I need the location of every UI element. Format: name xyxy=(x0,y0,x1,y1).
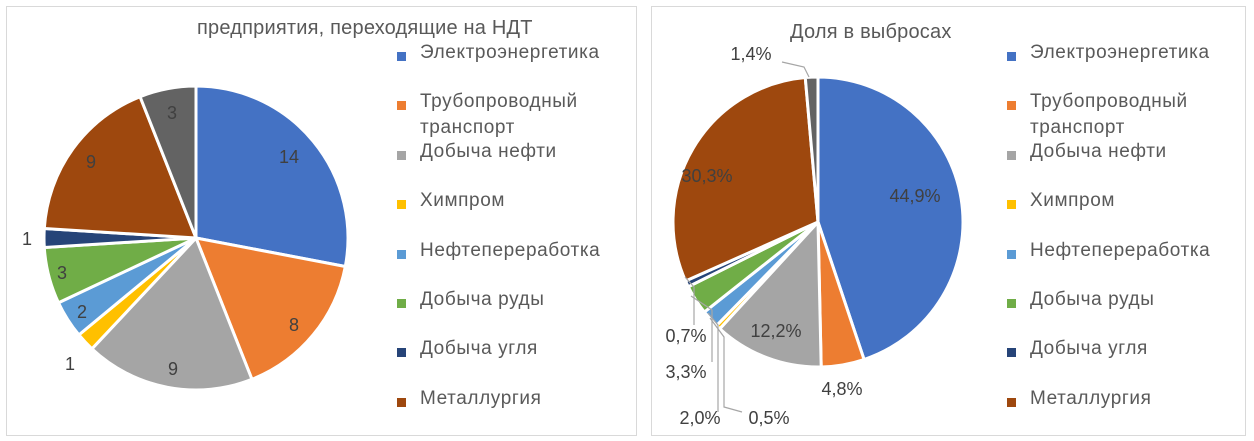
legend-swatch xyxy=(1007,150,1016,160)
legend-label: Трубопроводный транспорт xyxy=(1030,91,1188,139)
legend-label: Добыча нефти xyxy=(420,140,557,162)
legend-label: Электроэнергетика xyxy=(420,42,600,63)
legend-swatch xyxy=(397,101,406,111)
legend-label: Трубопроводный транспорт xyxy=(420,91,578,139)
data-label-refining: 2 xyxy=(77,302,87,322)
pie-slice-oil xyxy=(90,236,254,392)
legend-label: Химпром xyxy=(420,190,506,212)
legend-swatch xyxy=(397,298,406,308)
chart-title: предприятия, переходящие на НДТ xyxy=(197,17,533,39)
data-label-ore: 3,3% xyxy=(665,362,706,382)
legend-swatch xyxy=(397,249,406,259)
legend-swatch xyxy=(1007,298,1016,308)
leader-line xyxy=(707,312,719,412)
legend-label: Металлургия xyxy=(1030,387,1152,409)
legend-swatch xyxy=(397,200,406,210)
data-label-ore: 3 xyxy=(57,263,67,283)
data-label-electricity: 44,9% xyxy=(889,186,940,206)
data-label-metallurgy: 9 xyxy=(86,152,96,172)
data-label-electricity: 14 xyxy=(279,147,299,167)
legend-label: Добыча угля xyxy=(1030,338,1148,360)
data-label-coal: 1 xyxy=(22,229,32,249)
pie-slice-other xyxy=(138,84,198,240)
legend-swatch xyxy=(397,348,406,358)
chart-panel-enterprises: предприятия, переходящие на НДТ 14 8 9 1 2 3 1… xyxy=(6,6,637,436)
leader-line xyxy=(684,276,695,325)
pie-slice-other xyxy=(803,75,820,224)
legend-label: Добыча руды xyxy=(420,288,545,310)
legend-label: Химпром xyxy=(1030,190,1116,212)
legend-swatch xyxy=(1007,101,1016,111)
data-label-chemical: 1 xyxy=(65,354,75,374)
legend-swatch xyxy=(397,150,406,160)
legend-swatch xyxy=(1007,397,1016,407)
legend-label: Добыча нефти xyxy=(1030,140,1167,162)
data-label-pipeline: 4,8% xyxy=(821,379,862,399)
chart-panel-emissions: Доля в выбросах 44,9% 4,8% 12,2% 0,5% 2,0% 3,… xyxy=(651,6,1246,436)
legend-swatch xyxy=(397,52,406,61)
pie-slice-oil xyxy=(718,220,823,369)
pie-slice-electricity xyxy=(816,75,965,361)
pie-slice-metallurgy xyxy=(42,95,198,240)
data-label-other: 1,4% xyxy=(730,44,771,64)
legend-swatch xyxy=(397,397,406,407)
pie-slice-metallurgy xyxy=(671,76,820,283)
legend-label: Нефтепереработка xyxy=(1030,239,1211,261)
legend-swatch xyxy=(1007,52,1016,61)
legend-label: Электроэнергетика xyxy=(1030,42,1210,63)
data-label-chemical: 0,5% xyxy=(748,408,789,428)
data-label-oil: 9 xyxy=(168,359,178,379)
pie-chart-emissions: 44,9% 4,8% 12,2% 0,5% 2,0% 3,3% 0,7% 30,3% 1,4% xyxy=(665,44,965,428)
data-label-pipeline: 8 xyxy=(289,315,299,335)
legend-label: Добыча угля xyxy=(420,338,538,360)
data-label-metallurgy: 30,3% xyxy=(681,166,732,186)
legend-label: Добыча руды xyxy=(1030,288,1155,310)
pie-slice-electricity xyxy=(194,84,350,268)
pie-slice-pipeline xyxy=(194,236,347,381)
legend-label: Металлургия xyxy=(420,387,542,409)
data-label-oil: 12,2% xyxy=(750,321,801,341)
chart-title: Доля в выбросах xyxy=(790,21,952,43)
legend-swatch xyxy=(1007,200,1016,210)
data-label-other: 3 xyxy=(167,103,177,123)
data-label-coal: 0,7% xyxy=(665,326,706,346)
data-label-refining: 2,0% xyxy=(679,408,720,428)
legend-swatch xyxy=(1007,249,1016,259)
leader-line xyxy=(690,295,713,362)
legend-swatch xyxy=(1007,348,1016,358)
leader-line xyxy=(781,61,810,78)
leader-line xyxy=(709,317,743,413)
legend-label: Нефтепереработка xyxy=(420,239,601,261)
